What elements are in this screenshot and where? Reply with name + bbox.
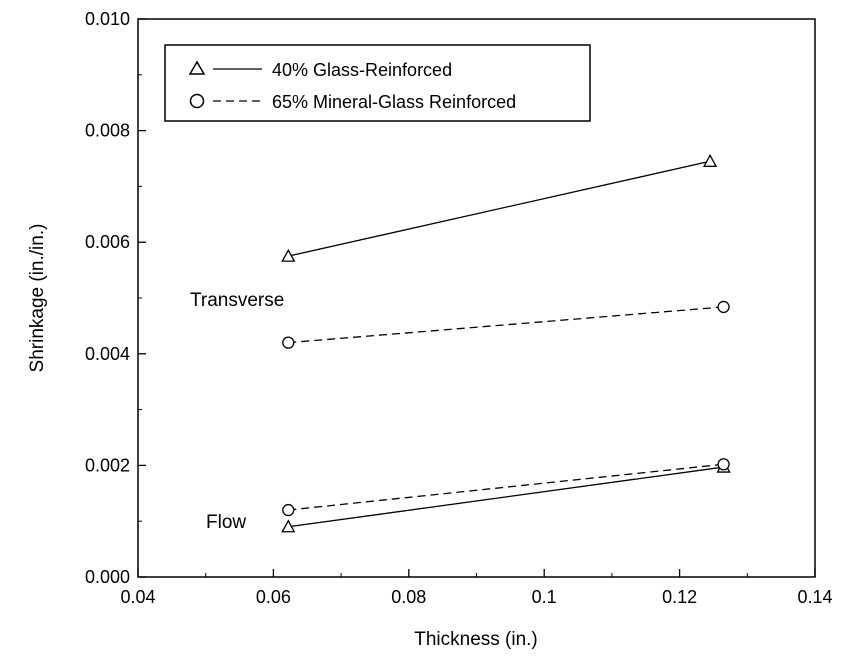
data-point-circle — [717, 300, 730, 314]
data-point-triangle — [702, 153, 718, 167]
data-point-triangle — [281, 248, 296, 262]
series-line — [288, 160, 711, 257]
series-line — [288, 466, 724, 528]
legend-triangle-icon — [188, 60, 206, 75]
legend-box — [164, 44, 591, 122]
x-tick-label: 0.12 — [662, 587, 697, 607]
x-axis-label: Thickness (in.) — [414, 629, 538, 650]
y-tick-label: 0.010 — [85, 9, 130, 29]
x-tick-label: 0.1 — [532, 587, 557, 607]
legend-label-glass: 40% Glass-Reinforced — [272, 60, 452, 80]
y-tick-label: 0.004 — [85, 344, 130, 364]
legend-label-mineral: 65% Mineral-Glass Reinforced — [272, 92, 516, 112]
series-line — [288, 306, 724, 344]
data-point-triangle — [281, 519, 296, 533]
legend: 40% Glass-Reinforced 65% Mineral-Glass R… — [164, 44, 591, 122]
y-tick-label: 0.000 — [85, 567, 130, 587]
data-point-circle — [282, 336, 295, 349]
y-axis-label: Shrinkage (in./in.) — [27, 224, 48, 373]
x-tick-label: 0.14 — [797, 587, 832, 607]
data-point-circle — [282, 503, 295, 517]
x-tick-label: 0.04 — [120, 587, 155, 607]
y-tick-label: 0.006 — [85, 232, 130, 252]
legend-circle-icon — [189, 93, 205, 109]
x-tick-label: 0.06 — [256, 587, 291, 607]
data-point-circle — [717, 458, 730, 471]
annotation-transverse: Transverse — [190, 290, 284, 311]
x-tick-label: 0.08 — [391, 587, 426, 607]
annotation-flow: Flow — [206, 512, 246, 533]
y-tick-label: 0.008 — [85, 121, 130, 141]
series-line — [288, 463, 724, 511]
y-tick-label: 0.002 — [85, 455, 130, 475]
